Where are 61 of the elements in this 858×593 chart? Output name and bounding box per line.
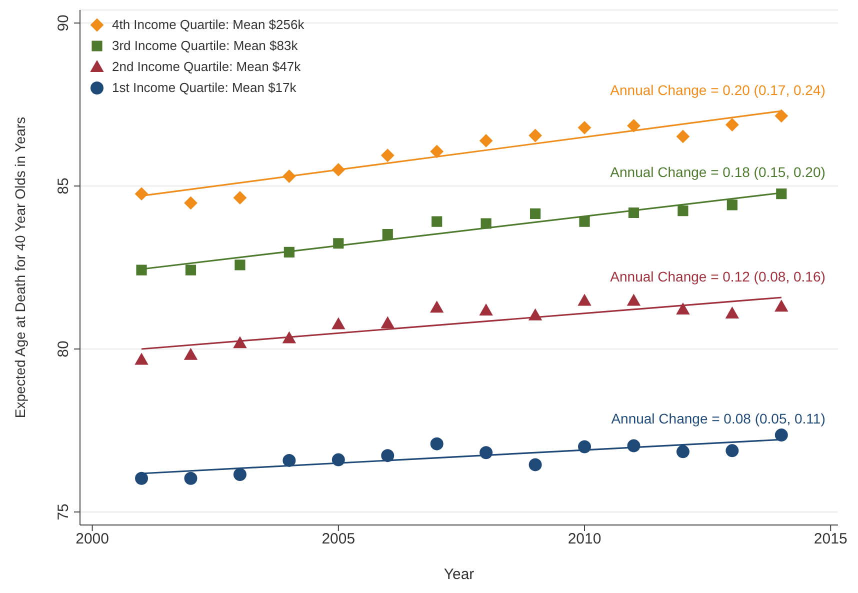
point [627,294,640,306]
point [233,191,246,204]
x-axis-title: Year [444,566,474,583]
annotation: Annual Change = 0.12 (0.08, 0.16) [610,268,826,284]
point [676,445,690,458]
point [282,454,296,467]
point [774,109,788,122]
point [381,316,394,328]
point [627,119,640,132]
point [676,303,690,315]
legend-label: 4th Income Quartile: Mean $256k [112,16,304,34]
point [233,468,246,481]
point [579,216,590,227]
point [676,130,690,143]
point [726,200,738,210]
legend-label: 2nd Income Quartile: Mean $47k [112,58,301,76]
point [382,228,393,240]
point [530,208,541,220]
point [136,264,147,276]
x-tick-label: 2010 [568,530,602,548]
point [135,353,148,365]
point [432,216,442,227]
legend-label: 3rd Income Quartile: Mean $83k [112,37,298,55]
point [381,148,394,162]
point [135,187,148,200]
y-tick-label: 85 [55,178,72,194]
point [430,301,444,313]
y-tick-label: 75 [55,504,72,520]
x-tick-label: 2005 [322,530,356,548]
annotation: Annual Change = 0.18 (0.15, 0.20) [610,164,826,180]
annotation: Annual Change = 0.20 (0.17, 0.24) [610,82,826,98]
point [480,304,493,316]
legend-label: 1st Income Quartile: Mean $17k [112,79,296,97]
y-tick-label: 80 [55,340,72,358]
y-axis-title: Expected Age at Death for 40 Year Olds in Years [12,116,28,418]
point [184,348,198,360]
point [528,458,542,472]
point [184,472,198,485]
point [332,318,345,330]
point [234,260,246,270]
point [726,118,739,132]
y-tick-label: 90 [55,14,72,32]
point [774,300,788,312]
point [430,437,444,450]
point [480,134,493,148]
point [185,264,196,276]
point [578,294,592,306]
point [528,128,542,142]
point [774,428,788,442]
point [726,444,739,458]
point [430,144,444,158]
x-tick-label: 2015 [814,530,848,548]
point [184,196,198,210]
point [726,306,739,318]
annotation: Annual Change = 0.08 (0.05, 0.11) [611,410,826,427]
point [381,449,394,462]
x-tick-label: 2000 [76,530,109,548]
point [578,121,592,134]
point [678,205,688,216]
point [776,188,787,200]
point [135,472,148,485]
